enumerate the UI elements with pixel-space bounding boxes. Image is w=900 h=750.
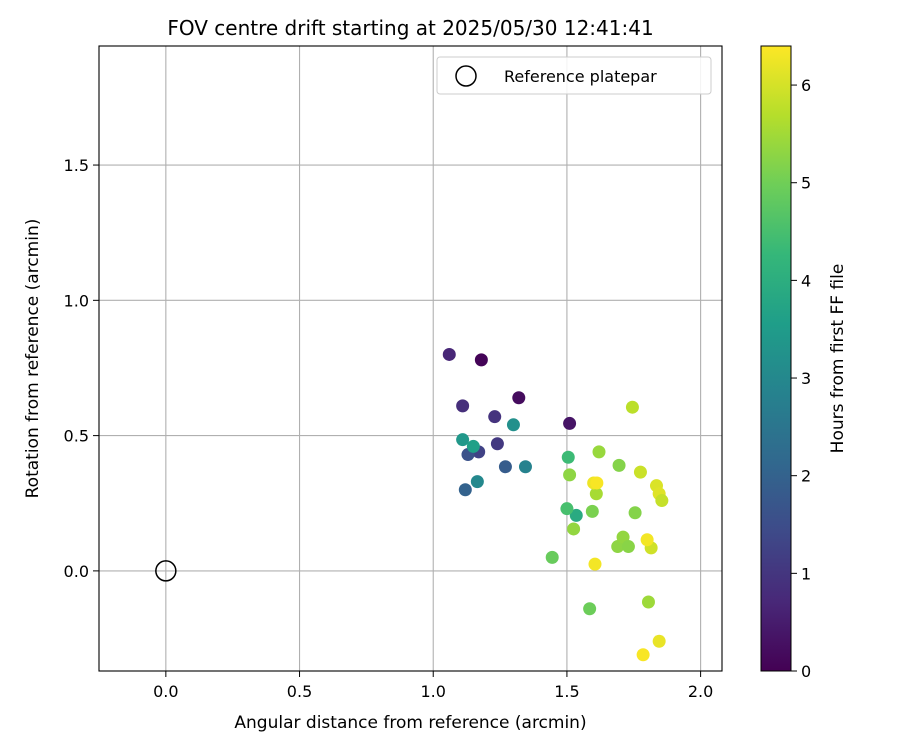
data-point <box>589 487 603 501</box>
chart-title: FOV centre drift starting at 2025/05/30 … <box>167 16 653 40</box>
data-point <box>621 540 635 554</box>
data-point <box>588 557 602 571</box>
data-point <box>561 450 575 464</box>
y-tick-label: 1.0 <box>64 291 89 310</box>
data-point <box>490 437 504 451</box>
legend-marker-open-circle <box>455 65 477 87</box>
data-point <box>583 602 597 616</box>
colorbar-tick-label: 0 <box>801 662 811 681</box>
x-tick-label: 0.5 <box>287 682 312 701</box>
data-point <box>567 522 581 536</box>
data-point <box>569 508 583 522</box>
data-point <box>636 648 650 662</box>
data-point <box>458 483 472 497</box>
y-tick-label: 1.5 <box>64 156 89 175</box>
y-tick-label: 0.5 <box>64 427 89 446</box>
data-point <box>616 530 630 544</box>
data-point <box>518 460 532 474</box>
legend-label: Reference platepar <box>504 67 657 86</box>
data-point <box>456 433 470 447</box>
x-tick-label: 2.0 <box>688 682 713 701</box>
colorbar-tick-label: 1 <box>801 564 811 583</box>
data-point <box>442 347 456 361</box>
legend-box <box>436 56 712 95</box>
data-point <box>633 465 647 479</box>
colorbar-tick-label: 5 <box>801 174 811 193</box>
data-point <box>512 391 526 405</box>
colorbar-tick-label: 6 <box>801 76 811 95</box>
y-axis-label: Rotation from reference (arcmin) <box>23 219 43 499</box>
data-point <box>652 634 666 648</box>
data-point <box>592 445 606 459</box>
colorbar-tick-label: 3 <box>801 369 811 388</box>
data-point <box>585 504 599 518</box>
data-point <box>466 439 480 453</box>
data-points <box>155 347 669 662</box>
data-point <box>590 476 604 490</box>
y-tick-label: 0.0 <box>64 562 89 581</box>
data-point <box>641 595 655 609</box>
data-point <box>655 494 669 508</box>
data-point <box>625 400 639 414</box>
legend: Reference platepar <box>436 56 712 95</box>
data-point <box>506 418 520 432</box>
colorbar: 0 1 2 3 4 5 6 Hours from first FF file <box>760 45 848 681</box>
colorbar-label: Hours from first FF file <box>828 264 848 454</box>
data-point <box>488 410 502 424</box>
colorbar-tick-label: 4 <box>801 271 811 290</box>
data-point <box>560 502 574 516</box>
grid <box>99 46 722 671</box>
data-point <box>640 533 654 547</box>
data-point <box>456 399 470 413</box>
x-tick-label: 1.5 <box>554 682 579 701</box>
data-point <box>498 460 512 474</box>
colorbar-ticks: 0 1 2 3 4 5 6 <box>791 76 811 681</box>
data-point <box>470 475 484 489</box>
colorbar-gradient <box>760 45 792 672</box>
reference-point-marker <box>155 560 177 582</box>
data-point <box>545 550 559 564</box>
x-tick-label: 0.0 <box>153 682 178 701</box>
axis-ticks: 0.0 0.5 1.0 1.5 2.0 0.0 0.5 1.0 1.5 <box>64 156 714 701</box>
data-point <box>474 353 488 367</box>
data-point <box>611 540 625 554</box>
x-tick-label: 1.0 <box>421 682 446 701</box>
data-point <box>612 458 626 472</box>
data-point <box>628 506 642 520</box>
plot-area-frame <box>98 45 723 672</box>
colorbar-tick-label: 2 <box>801 467 811 486</box>
x-axis-label: Angular distance from reference (arcmin) <box>234 713 586 733</box>
data-point <box>563 416 577 430</box>
data-point <box>563 468 577 482</box>
